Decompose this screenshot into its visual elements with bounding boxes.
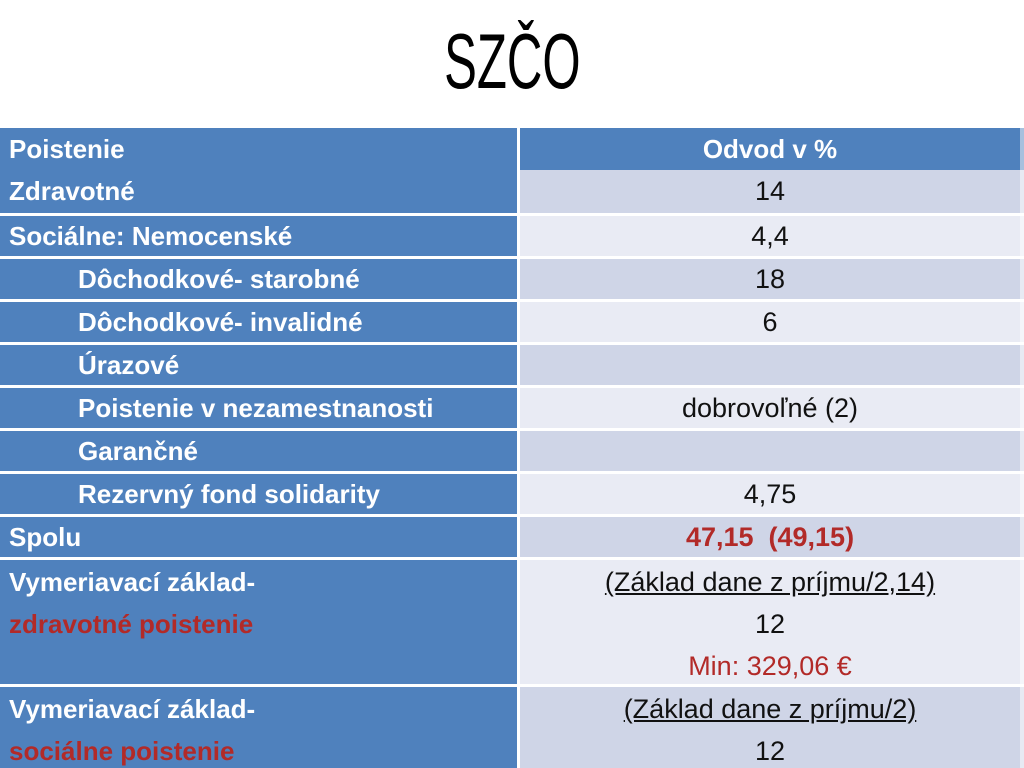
row-label: Garančné xyxy=(78,435,198,466)
row-label-cell: Poistenie v nezamestnanosti xyxy=(0,388,520,428)
table-row: Rezervný fond solidarity 4,75 xyxy=(0,471,1024,514)
row-label-line2: sociálne poistenie xyxy=(9,736,235,766)
row-value-line: Min: 329,06 € xyxy=(688,651,852,681)
table-header-row: Poistenie Odvod v % xyxy=(0,128,1024,170)
table-row: Dôchodkové- starobné 18 xyxy=(0,256,1024,299)
contributions-table: Poistenie Odvod v % Zdravotné 14 Sociálne:… xyxy=(0,128,1024,768)
row-value-cell: dobrovoľné (2) xyxy=(520,388,1024,428)
row-label-line2: zdravotné poistenie xyxy=(9,609,254,639)
row-value-cell: (Základ dane z príjmu/2) 12 xyxy=(520,687,1024,768)
row-label: Zdravotné xyxy=(9,176,135,206)
row-value-cell: 4,4 xyxy=(520,216,1024,256)
table-row: Garančné xyxy=(0,428,1024,471)
row-label: Spolu xyxy=(9,521,82,552)
row-label-line1: Vymeriavací základ- xyxy=(9,567,256,597)
table-row: Spolu 47,15 (49,15) xyxy=(0,514,1024,557)
row-value: 18 xyxy=(754,263,786,294)
table-row: Sociálne: Nemocenské 4,4 xyxy=(0,213,1024,256)
table-row: Zdravotné 14 xyxy=(0,170,1024,213)
row-value-cell: 47,15 (49,15) xyxy=(520,517,1024,557)
row-label-cell: Úrazové xyxy=(0,345,520,385)
row-label: Poistenie v nezamestnanosti xyxy=(78,392,434,423)
row-value-line: (Základ dane z príjmu/2) xyxy=(623,694,917,724)
row-value-cell xyxy=(520,345,1024,385)
row-value: 4,75 xyxy=(743,478,797,509)
table-row: Vymeriavací základ-sociálne poistenie (Zá… xyxy=(0,684,1024,768)
row-label-cell: Spolu xyxy=(0,517,520,557)
row-label-cell: Zdravotné xyxy=(0,170,520,213)
table-row: Dôchodkové- invalidné 6 xyxy=(0,299,1024,342)
row-value-cell: 14 xyxy=(520,170,1024,213)
row-value: 14 xyxy=(754,176,786,206)
row-label: Sociálne: Nemocenské xyxy=(9,220,293,251)
row-label: Rezervný fond solidarity xyxy=(78,478,380,509)
table-row: Poistenie v nezamestnanosti dobrovoľné (2… xyxy=(0,385,1024,428)
row-value: 4,4 xyxy=(751,220,789,251)
table-rows: Zdravotné 14 Sociálne: Nemocenské 4,4 Dôchod… xyxy=(0,170,1024,768)
row-value-line: 12 xyxy=(754,609,786,639)
row-value-cell xyxy=(520,431,1024,471)
slide-title-text: SZČO xyxy=(443,17,581,105)
row-value: 47,15 (49,15) xyxy=(685,521,855,552)
slide-title: SZČO xyxy=(0,18,1024,104)
row-label-cell: Vymeriavací základ-sociálne poistenie xyxy=(0,687,520,768)
row-label: Dôchodkové- invalidné xyxy=(78,306,363,337)
row-value-cell: 18 xyxy=(520,259,1024,299)
row-value-cell: 6 xyxy=(520,302,1024,342)
row-value-line: 12 xyxy=(754,736,786,766)
row-label-cell: Garančné xyxy=(0,431,520,471)
header-cell-odvod: Odvod v % xyxy=(520,128,1024,170)
header-label-odvod: Odvod v % xyxy=(702,133,838,164)
header-label-poistenie: Poistenie xyxy=(9,133,125,164)
table-row: Vymeriavací základ-zdravotné poistenie (Z… xyxy=(0,557,1024,684)
row-label: Úrazové xyxy=(78,349,180,380)
row-label-cell: Dôchodkové- starobné xyxy=(0,259,520,299)
row-label-cell: Vymeriavací základ-zdravotné poistenie xyxy=(0,560,520,684)
row-label-cell: Sociálne: Nemocenské xyxy=(0,216,520,256)
row-value-line: (Základ dane z príjmu/2,14) xyxy=(604,567,936,597)
row-value: dobrovoľné (2) xyxy=(682,392,858,423)
row-label-line1: Vymeriavací základ- xyxy=(9,694,256,724)
row-value: 6 xyxy=(762,306,778,337)
row-value-cell: (Základ dane z príjmu/2,14) 12 Min: 329,06… xyxy=(520,560,1024,684)
row-label-cell: Dôchodkové- invalidné xyxy=(0,302,520,342)
row-label: Dôchodkové- starobné xyxy=(78,263,360,294)
row-value-cell: 4,75 xyxy=(520,474,1024,514)
row-label-cell: Rezervný fond solidarity xyxy=(0,474,520,514)
table-row: Úrazové xyxy=(0,342,1024,385)
header-cell-poistenie: Poistenie xyxy=(0,128,520,170)
